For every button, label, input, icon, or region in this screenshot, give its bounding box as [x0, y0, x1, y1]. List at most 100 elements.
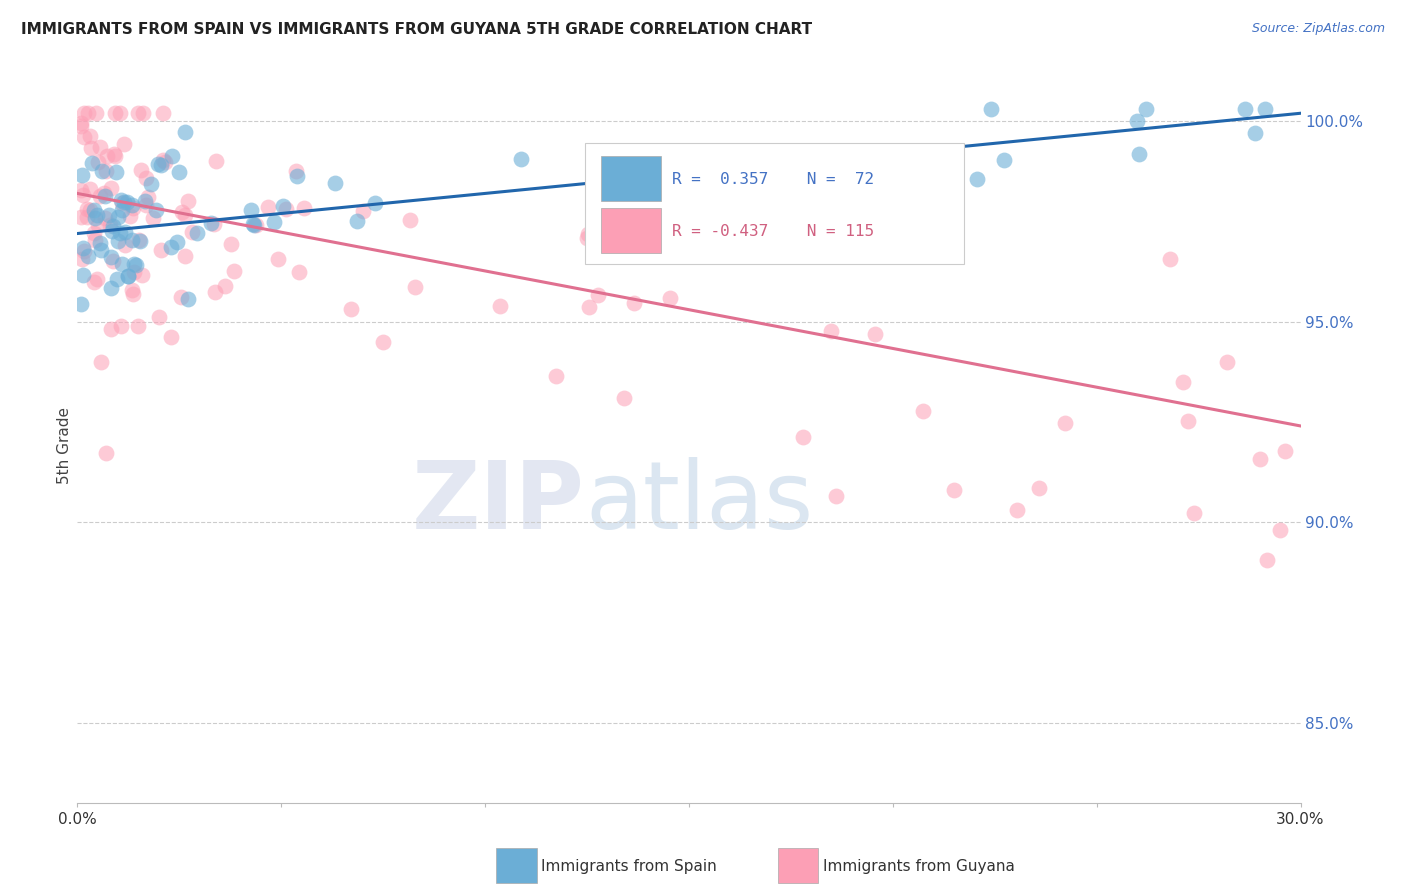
- Point: [73, 130, 96, 145]
- Point: [1005, 502, 1028, 516]
- Point: [115, 194, 138, 209]
- Point: [912, 404, 935, 418]
- Point: [181, 226, 204, 240]
- Point: [90, 355, 112, 369]
- Point: [100, 322, 122, 336]
- Point: [76, 202, 98, 216]
- Point: [86, 208, 108, 222]
- Point: [93, 186, 115, 200]
- Point: [107, 234, 129, 248]
- Point: [87, 155, 110, 169]
- Point: [325, 176, 347, 190]
- Point: [72, 188, 94, 202]
- Point: [79, 182, 101, 196]
- Point: [340, 302, 363, 317]
- Point: [509, 152, 531, 166]
- Point: [292, 201, 315, 215]
- Point: [200, 216, 222, 230]
- Point: [108, 227, 131, 241]
- Point: [149, 243, 172, 257]
- Point: [586, 288, 609, 302]
- Point: [825, 489, 848, 503]
- Point: [214, 279, 236, 293]
- Point: [170, 205, 193, 219]
- Point: [79, 202, 101, 217]
- Point: [100, 219, 122, 233]
- Point: [110, 193, 132, 207]
- Point: [202, 217, 225, 231]
- Point: [1028, 481, 1050, 495]
- Point: [84, 106, 107, 120]
- Point: [77, 106, 100, 120]
- Point: [104, 149, 127, 163]
- Text: Immigrants from Spain: Immigrants from Spain: [541, 859, 717, 873]
- Point: [993, 153, 1015, 167]
- Point: [70, 183, 93, 197]
- Point: [128, 234, 150, 248]
- Point: [167, 164, 190, 178]
- Point: [127, 106, 149, 120]
- Point: [546, 368, 568, 383]
- FancyBboxPatch shape: [600, 155, 661, 202]
- Point: [613, 391, 636, 405]
- Point: [70, 252, 93, 266]
- Point: [83, 233, 105, 247]
- Point: [121, 198, 143, 212]
- Point: [122, 265, 145, 279]
- Point: [114, 225, 136, 239]
- Point: [256, 200, 278, 214]
- Point: [70, 119, 93, 133]
- Point: [267, 252, 290, 266]
- Point: [103, 147, 125, 161]
- Point: [1054, 416, 1077, 430]
- Text: R = -0.437    N = 115: R = -0.437 N = 115: [672, 225, 875, 239]
- Point: [135, 171, 157, 186]
- Point: [131, 268, 153, 282]
- Point: [576, 231, 599, 245]
- FancyBboxPatch shape: [585, 143, 965, 264]
- Point: [111, 202, 134, 217]
- Point: [93, 211, 115, 225]
- Point: [100, 250, 122, 264]
- Point: [105, 165, 128, 179]
- Point: [404, 280, 426, 294]
- Point: [129, 162, 152, 177]
- Point: [242, 218, 264, 232]
- Point: [159, 240, 181, 254]
- Point: [89, 140, 111, 154]
- Point: [1249, 452, 1271, 467]
- Point: [1128, 147, 1150, 161]
- Point: [142, 211, 165, 225]
- Point: [263, 215, 285, 229]
- Point: [875, 150, 897, 164]
- Point: [242, 217, 264, 231]
- Point: [70, 297, 93, 311]
- Point: [166, 235, 188, 249]
- Point: [100, 281, 122, 295]
- Point: [136, 190, 159, 204]
- Point: [751, 148, 773, 162]
- Point: [72, 268, 94, 282]
- Point: [863, 326, 886, 341]
- Point: [94, 189, 117, 203]
- Point: [94, 446, 117, 460]
- Point: [1254, 102, 1277, 116]
- Point: [585, 170, 607, 185]
- Point: [399, 213, 422, 227]
- Point: [100, 181, 122, 195]
- Point: [148, 157, 170, 171]
- Point: [110, 318, 132, 333]
- Point: [83, 226, 105, 240]
- Point: [1274, 444, 1296, 458]
- Point: [76, 211, 98, 225]
- Point: [240, 203, 263, 218]
- Point: [76, 249, 98, 263]
- Point: [1135, 102, 1157, 116]
- Point: [114, 238, 136, 252]
- Point: [1270, 523, 1292, 537]
- Point: [89, 189, 111, 203]
- Point: [364, 196, 387, 211]
- Point: [121, 233, 143, 247]
- Point: [134, 194, 156, 208]
- Point: [980, 102, 1002, 116]
